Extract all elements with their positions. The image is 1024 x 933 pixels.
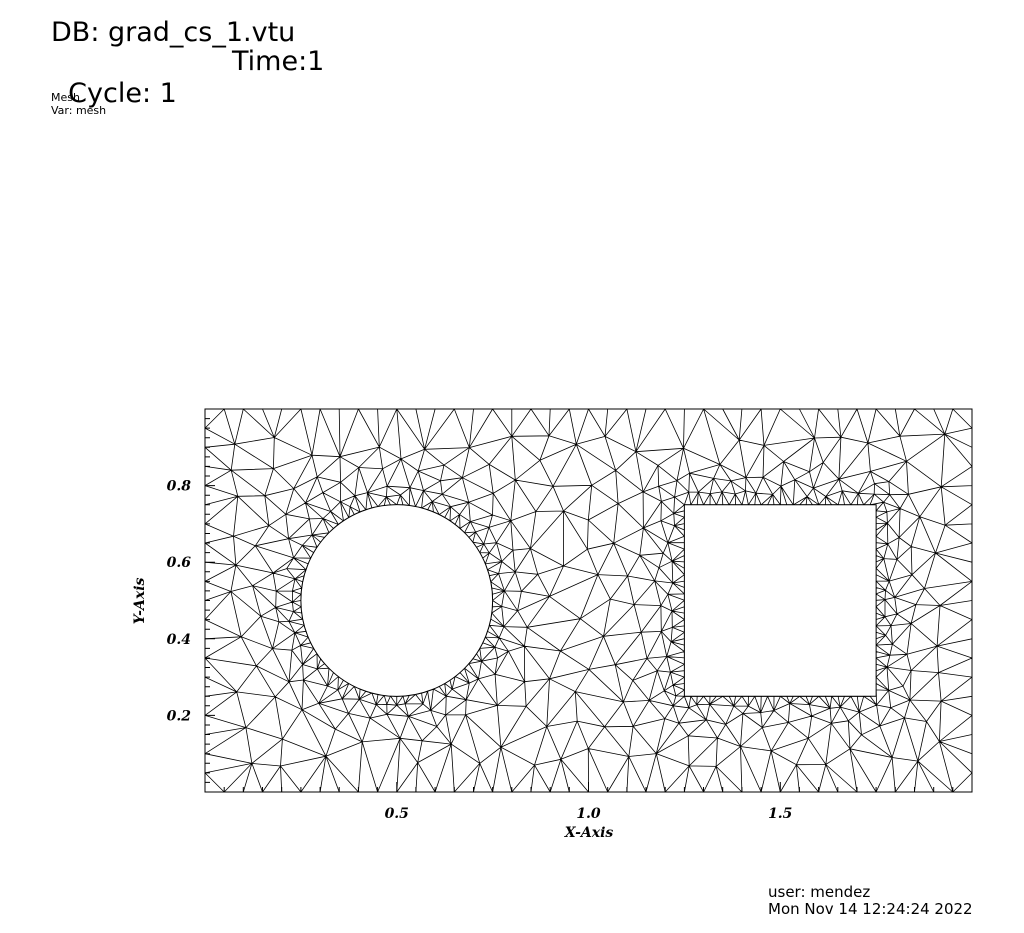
x-axis-title: X-Axis: [564, 825, 614, 841]
database-label: DB: grad_cs_1.vtu: [51, 17, 296, 48]
variable-label: Var: mesh: [51, 104, 107, 117]
date-label: Mon Nov 14 12:24:24 2022: [768, 900, 973, 918]
y-tick-label: 0.2: [167, 708, 192, 724]
circle-hole: [300, 504, 494, 697]
time-label: Time:1: [232, 46, 325, 77]
tick-marks: [204, 408, 973, 793]
x-tick-label: 1.0: [576, 806, 601, 822]
y-axis-title: Y-Axis: [132, 577, 148, 624]
y-tick-label: 0.6: [167, 555, 192, 571]
tick-labels: 0.5 1.0 1.5 0.2 0.4 0.6 0.8: [167, 479, 793, 822]
user-label: user: mendez: [768, 883, 871, 901]
y-tick-label: 0.8: [167, 479, 192, 495]
plot-name-label: Mesh: [51, 91, 80, 104]
axis-ticks: [204, 408, 973, 793]
x-tick-label: 0.5: [385, 806, 409, 822]
mesh-holes: [300, 504, 877, 697]
square-hole: [683, 504, 877, 697]
x-tick-label: 1.5: [768, 806, 792, 822]
cycle-label: Cycle: 1: [68, 78, 177, 109]
cycle-time-line: Cycle: 1 Time:1: [51, 46, 324, 142]
y-tick-label: 0.4: [167, 632, 191, 648]
